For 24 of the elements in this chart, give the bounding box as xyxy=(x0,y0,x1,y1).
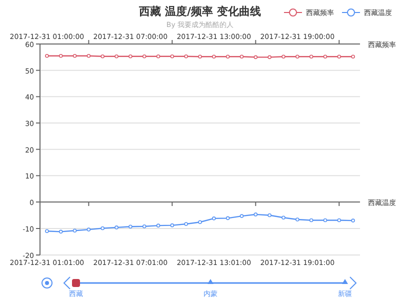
point xyxy=(309,218,314,222)
point xyxy=(198,220,202,224)
point xyxy=(240,214,244,218)
point xyxy=(282,216,286,220)
point xyxy=(351,218,355,222)
point xyxy=(86,228,91,232)
point xyxy=(128,224,132,229)
point xyxy=(295,218,300,222)
point xyxy=(226,216,230,220)
point xyxy=(45,229,49,234)
point xyxy=(170,223,174,228)
point xyxy=(337,218,342,222)
chart-title: 西藏 温度/频率 变化曲线 xyxy=(138,5,261,18)
point xyxy=(100,226,105,230)
point xyxy=(184,222,188,226)
point xyxy=(114,226,118,230)
point xyxy=(254,212,258,216)
point xyxy=(58,230,63,234)
point xyxy=(268,213,272,218)
point xyxy=(142,224,146,228)
point xyxy=(156,224,160,228)
point xyxy=(212,216,216,220)
point xyxy=(72,228,77,233)
point xyxy=(323,218,328,222)
